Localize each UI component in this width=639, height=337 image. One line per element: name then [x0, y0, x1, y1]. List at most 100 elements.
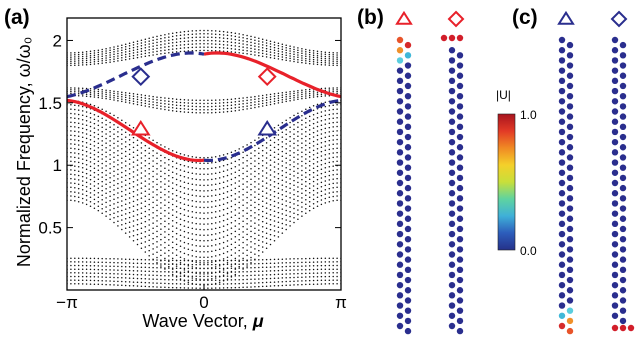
band-dot [101, 158, 103, 160]
band-dot [336, 64, 338, 67]
band-dot [168, 271, 170, 273]
band-dot [89, 61, 92, 63]
band-dot [277, 262, 280, 264]
band-dot [191, 33, 194, 35]
band-dot [250, 99, 252, 101]
mode-dot [404, 62, 412, 69]
mode-dot-hot [404, 52, 412, 59]
band-dot [113, 276, 115, 279]
band-dot [297, 269, 299, 271]
band-dot [191, 200, 194, 202]
mode-dot [404, 225, 412, 233]
band-dot [316, 257, 319, 260]
band-dot [238, 52, 240, 54]
band-dot [109, 130, 111, 133]
band-dot [179, 185, 182, 188]
band-dot [254, 186, 256, 188]
band-dot [285, 280, 287, 283]
band-dot [74, 62, 76, 64]
band-dot [203, 195, 205, 198]
band-dot [187, 193, 190, 196]
mode-dot [448, 77, 456, 85]
band-dot [207, 234, 209, 236]
band-dot [308, 156, 311, 158]
band-dot [246, 223, 248, 225]
band-dot [305, 268, 307, 271]
band-dot [203, 179, 205, 181]
band-dot [148, 266, 150, 269]
mode-dot [448, 281, 456, 289]
band-dot [301, 272, 303, 275]
band-dot [85, 177, 88, 179]
band-dot [218, 30, 221, 32]
band-dot [222, 274, 225, 277]
band-dot [250, 282, 252, 284]
band-dot [242, 271, 244, 273]
band-dot [121, 51, 123, 54]
band-dot [109, 92, 111, 94]
band-dot [171, 106, 174, 109]
band-dot [211, 102, 213, 105]
mode-dot [558, 302, 566, 309]
band-dot [148, 157, 150, 160]
y-tick-label: 2 [53, 31, 62, 50]
mode-dot [558, 241, 566, 248]
band-dot [246, 99, 248, 102]
band-dot [273, 156, 276, 158]
band-dot [187, 188, 190, 190]
band-dot [336, 182, 338, 184]
band-dot [207, 39, 209, 42]
band-dot [316, 192, 319, 194]
mode-dot [456, 184, 464, 192]
band-dot [211, 206, 213, 208]
band-dot [85, 63, 88, 66]
band-dot [289, 182, 291, 185]
band-dot [89, 165, 92, 168]
band-dot [183, 47, 186, 49]
band-dot [171, 198, 174, 200]
mode-column-c-triangle [557, 10, 575, 335]
band-dot [70, 257, 72, 259]
band-dot [281, 145, 284, 148]
band-dot [293, 193, 295, 196]
band-dot [132, 151, 135, 154]
band-dot [81, 268, 84, 271]
band-dot [179, 191, 182, 193]
band-dot [136, 281, 139, 283]
band-dot [152, 217, 154, 219]
band-dot [301, 183, 303, 185]
band-dot [121, 59, 123, 61]
mode-dot [611, 302, 619, 309]
band-dot [332, 90, 334, 93]
band-dot [113, 265, 115, 268]
mode-dot [566, 256, 574, 263]
band-dot [183, 192, 186, 194]
band-dot [191, 99, 194, 101]
band-dot [105, 283, 107, 286]
band-dot [144, 278, 147, 280]
band-dot [156, 225, 158, 227]
band-dot [132, 205, 135, 208]
band-dot [183, 34, 186, 36]
band-dot [81, 132, 84, 134]
band-dot [297, 167, 299, 170]
mode-dot [448, 251, 456, 258]
mode-dot [619, 195, 627, 202]
band-dot [121, 100, 123, 103]
band-dot [301, 269, 303, 271]
band-dot [250, 188, 252, 191]
band-dot [234, 252, 237, 254]
band-dot [160, 254, 162, 257]
band-dot [230, 110, 233, 112]
band-dot [297, 218, 299, 220]
band-dot [308, 138, 311, 140]
band-dot [207, 102, 209, 105]
band-dot [121, 133, 123, 136]
band-dot [297, 130, 299, 133]
mode-dot [619, 256, 627, 263]
mode-dot [396, 77, 404, 85]
band-dot [246, 46, 248, 49]
band-dot [164, 178, 166, 180]
band-dot [105, 169, 107, 172]
band-dot [258, 213, 260, 216]
